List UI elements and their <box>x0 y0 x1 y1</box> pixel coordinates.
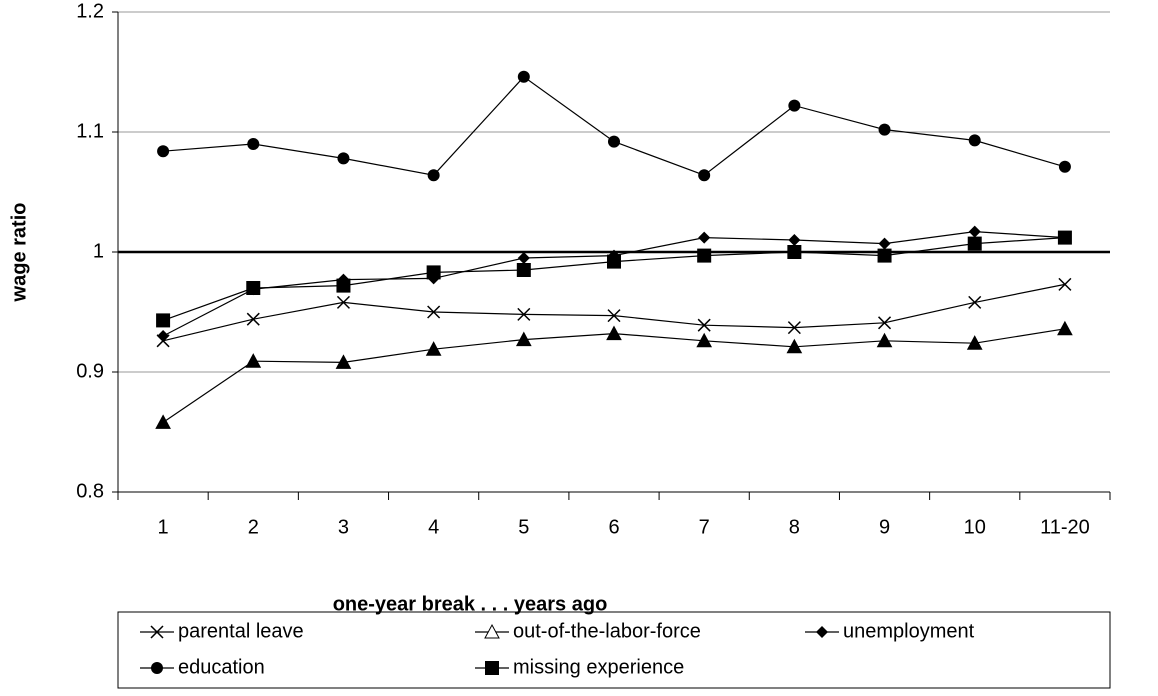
legend-marker <box>151 662 163 674</box>
data-point <box>156 313 171 328</box>
data-point <box>516 263 531 277</box>
y-tick-label: 0.9 <box>76 360 104 382</box>
data-point <box>1057 320 1073 336</box>
data-point <box>1058 277 1072 291</box>
data-point <box>788 234 801 246</box>
legend-label: parental leave <box>178 620 304 642</box>
data-point <box>335 354 352 369</box>
legend-marker <box>485 661 499 675</box>
y-tick-label: 1.2 <box>76 0 104 22</box>
x-tick-label: 2 <box>248 516 259 538</box>
data-point <box>517 70 530 83</box>
data-point <box>247 138 260 150</box>
data-point <box>878 123 891 136</box>
data-point <box>517 252 530 264</box>
data-point <box>698 169 711 182</box>
data-point <box>787 321 801 335</box>
data-point <box>426 265 441 280</box>
x-tick-label: 10 <box>964 516 986 538</box>
data-point <box>877 248 892 263</box>
data-point <box>608 135 620 148</box>
data-point <box>968 134 981 147</box>
data-point <box>157 145 170 158</box>
x-tick-label: 6 <box>608 516 619 538</box>
data-point <box>696 332 713 348</box>
data-point <box>427 169 440 182</box>
y-tick-label: 1.1 <box>76 120 104 142</box>
x-tick-label: 4 <box>428 516 439 538</box>
data-point <box>246 312 260 326</box>
legend-marker <box>484 623 500 639</box>
data-point <box>607 254 621 269</box>
data-point <box>245 353 262 368</box>
data-point <box>787 245 802 259</box>
y-tick-label: 0.8 <box>76 480 104 502</box>
legend-label: out-of-the-labor-force <box>513 620 701 642</box>
x-tick-label: 7 <box>699 516 710 538</box>
data-point <box>968 225 981 238</box>
x-tick-label: 9 <box>879 516 890 538</box>
x-tick-label: 11-20 <box>1040 516 1090 538</box>
legend-box <box>117 611 1111 689</box>
legend-marker <box>816 626 828 638</box>
data-point <box>876 332 893 348</box>
data-point <box>1057 230 1072 245</box>
y-tick-label: 1 <box>93 240 104 262</box>
data-point <box>788 99 801 112</box>
data-point <box>336 295 350 309</box>
data-point <box>155 414 171 429</box>
data-point <box>786 338 803 354</box>
x-tick-label: 1 <box>158 516 169 538</box>
legend-label: education <box>178 656 265 678</box>
data-point <box>697 248 712 263</box>
data-point <box>697 318 711 332</box>
data-point <box>967 236 982 251</box>
data-point <box>968 295 982 309</box>
data-point <box>515 331 532 347</box>
data-point <box>425 341 442 356</box>
x-axis-label: one-year break . . . years ago <box>333 593 608 615</box>
data-point <box>517 307 531 321</box>
data-point <box>878 237 891 250</box>
series-line <box>163 76 1066 176</box>
data-point <box>427 305 441 319</box>
x-tick-label: 3 <box>338 516 349 538</box>
data-point <box>966 335 983 350</box>
data-point <box>607 309 621 323</box>
data-point <box>606 325 622 341</box>
legend-label: missing experience <box>513 656 684 678</box>
legend-label: unemployment <box>843 620 975 642</box>
x-tick-label: 8 <box>789 516 800 538</box>
series-line <box>162 328 1066 423</box>
data-point <box>698 231 711 244</box>
series-line <box>162 230 1065 337</box>
data-point <box>1058 160 1071 173</box>
data-point <box>157 330 170 342</box>
data-point <box>878 316 892 330</box>
data-point <box>336 278 351 293</box>
y-axis-label: wage ratio <box>8 203 30 303</box>
legend-marker <box>150 625 164 639</box>
data-point <box>337 152 350 165</box>
data-point <box>246 281 261 295</box>
x-tick-label: 5 <box>518 516 529 538</box>
